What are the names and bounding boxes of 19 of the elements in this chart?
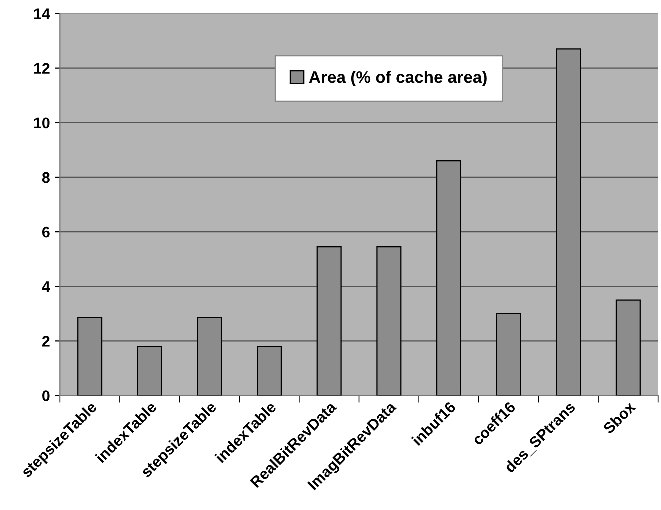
bar [376,246,402,396]
y-tick-label: 4 [42,282,50,292]
y-tick-label: 8 [42,172,50,184]
y-tick-label: 14 [34,8,50,20]
bar [316,246,342,396]
y-tick-label: 2 [42,336,50,347]
legend-label: Area (% of cache area) [309,70,487,87]
bar [257,346,282,396]
bar [616,300,641,396]
bar [436,160,462,396]
y-tick-label: 10 [34,118,50,129]
bar [496,313,522,396]
bar [556,48,582,396]
bar [78,317,103,396]
y-tick-label: 6 [42,226,50,238]
y-tick-label: 0 [42,390,50,402]
bar [197,317,222,396]
bar [137,346,162,396]
y-tick-label: 12 [34,63,50,74]
